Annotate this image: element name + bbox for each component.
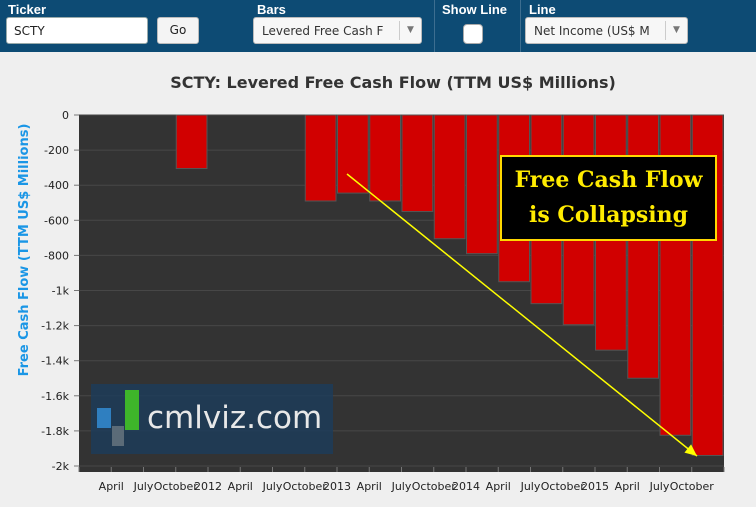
y-tick-label: -2k <box>52 460 70 473</box>
x-tick-label: April <box>615 480 640 493</box>
y-tick-label: -800 <box>44 249 69 262</box>
bar <box>433 114 466 240</box>
x-tick-label: 2015 <box>581 480 609 493</box>
arrow-head <box>684 444 697 456</box>
y-tick-label: -1.2k <box>41 320 69 333</box>
bar <box>466 114 498 255</box>
y-tick-label: -600 <box>44 214 69 227</box>
logo-square-green <box>125 390 139 430</box>
bars-select[interactable]: Levered Free Cash F ▼ <box>253 17 422 44</box>
logo-square-gray <box>112 426 124 446</box>
x-tick-label: April <box>486 480 511 493</box>
y-axis-label: Free Cash Flow (TTM US$ Millions) <box>17 124 32 377</box>
ticker-input[interactable]: SCTY <box>6 17 148 44</box>
line-select-value: Net Income (US$ M <box>534 24 650 38</box>
chevron-down-icon: ▼ <box>399 21 421 40</box>
logo-square-blue <box>97 408 111 428</box>
toolbar: Ticker SCTY Go Bars Levered Free Cash F … <box>0 0 756 52</box>
callout-line-2: is Collapsing <box>528 202 689 228</box>
x-tick-label: July <box>133 480 154 493</box>
y-tick-label: -1.4k <box>41 355 69 368</box>
x-tick-label: October <box>541 480 585 493</box>
callout-box: Free Cash Flow is Collapsing <box>500 155 717 241</box>
y-tick-label: -1.8k <box>41 425 69 438</box>
trend-arrow <box>346 173 698 457</box>
x-tick-label: July <box>262 480 283 493</box>
x-tick-label: July <box>649 480 670 493</box>
toolbar-separator <box>434 0 435 52</box>
go-button[interactable]: Go <box>157 17 199 44</box>
show-line-label: Show Line <box>442 2 507 17</box>
chevron-down-icon: ▼ <box>665 21 687 40</box>
y-tick-label: 0 <box>62 109 69 122</box>
watermark-text: cmlviz.com <box>147 400 323 436</box>
watermark: cmlviz.com <box>91 384 333 454</box>
callout-line-1: Free Cash Flow <box>514 167 703 193</box>
x-tick-label: July <box>391 480 412 493</box>
arrow-line <box>346 173 698 457</box>
bar <box>337 114 369 194</box>
y-tick-label: -1k <box>52 285 70 298</box>
x-tick-label: April <box>228 480 253 493</box>
line-select[interactable]: Net Income (US$ M ▼ <box>525 17 688 44</box>
x-tick-label: October <box>670 480 714 493</box>
line-label: Line <box>529 2 556 17</box>
x-tick-label: October <box>412 480 456 493</box>
bar <box>401 114 434 213</box>
x-tick-label: October <box>154 480 198 493</box>
y-axis: 0 -200 -400 -600 -800 -1k -1.2k -1.4k -1.6k -1.8k… <box>41 109 79 473</box>
y-tick-label: -1.6k <box>41 390 69 403</box>
y-tick-label: -200 <box>44 144 69 157</box>
show-line-checkbox[interactable] <box>463 24 483 44</box>
bars-label: Bars <box>257 2 286 17</box>
x-tick-label: 2012 <box>194 480 222 493</box>
x-tick-label: 2014 <box>452 480 480 493</box>
x-tick-label: October <box>283 480 327 493</box>
bar <box>175 114 208 170</box>
x-tick-label: 2013 <box>323 480 351 493</box>
ticker-label: Ticker <box>8 2 47 17</box>
bar <box>369 114 401 202</box>
x-tick-label: April <box>357 480 382 493</box>
x-tick-label: July <box>520 480 541 493</box>
chart-title: SCTY: Levered Free Cash Flow (TTM US$ Mi… <box>170 73 616 92</box>
x-tick-label: April <box>99 480 124 493</box>
bars-select-value: Levered Free Cash F <box>262 24 384 38</box>
toolbar-separator <box>520 0 521 52</box>
y-tick-label: -400 <box>44 179 69 192</box>
bar <box>304 114 337 202</box>
